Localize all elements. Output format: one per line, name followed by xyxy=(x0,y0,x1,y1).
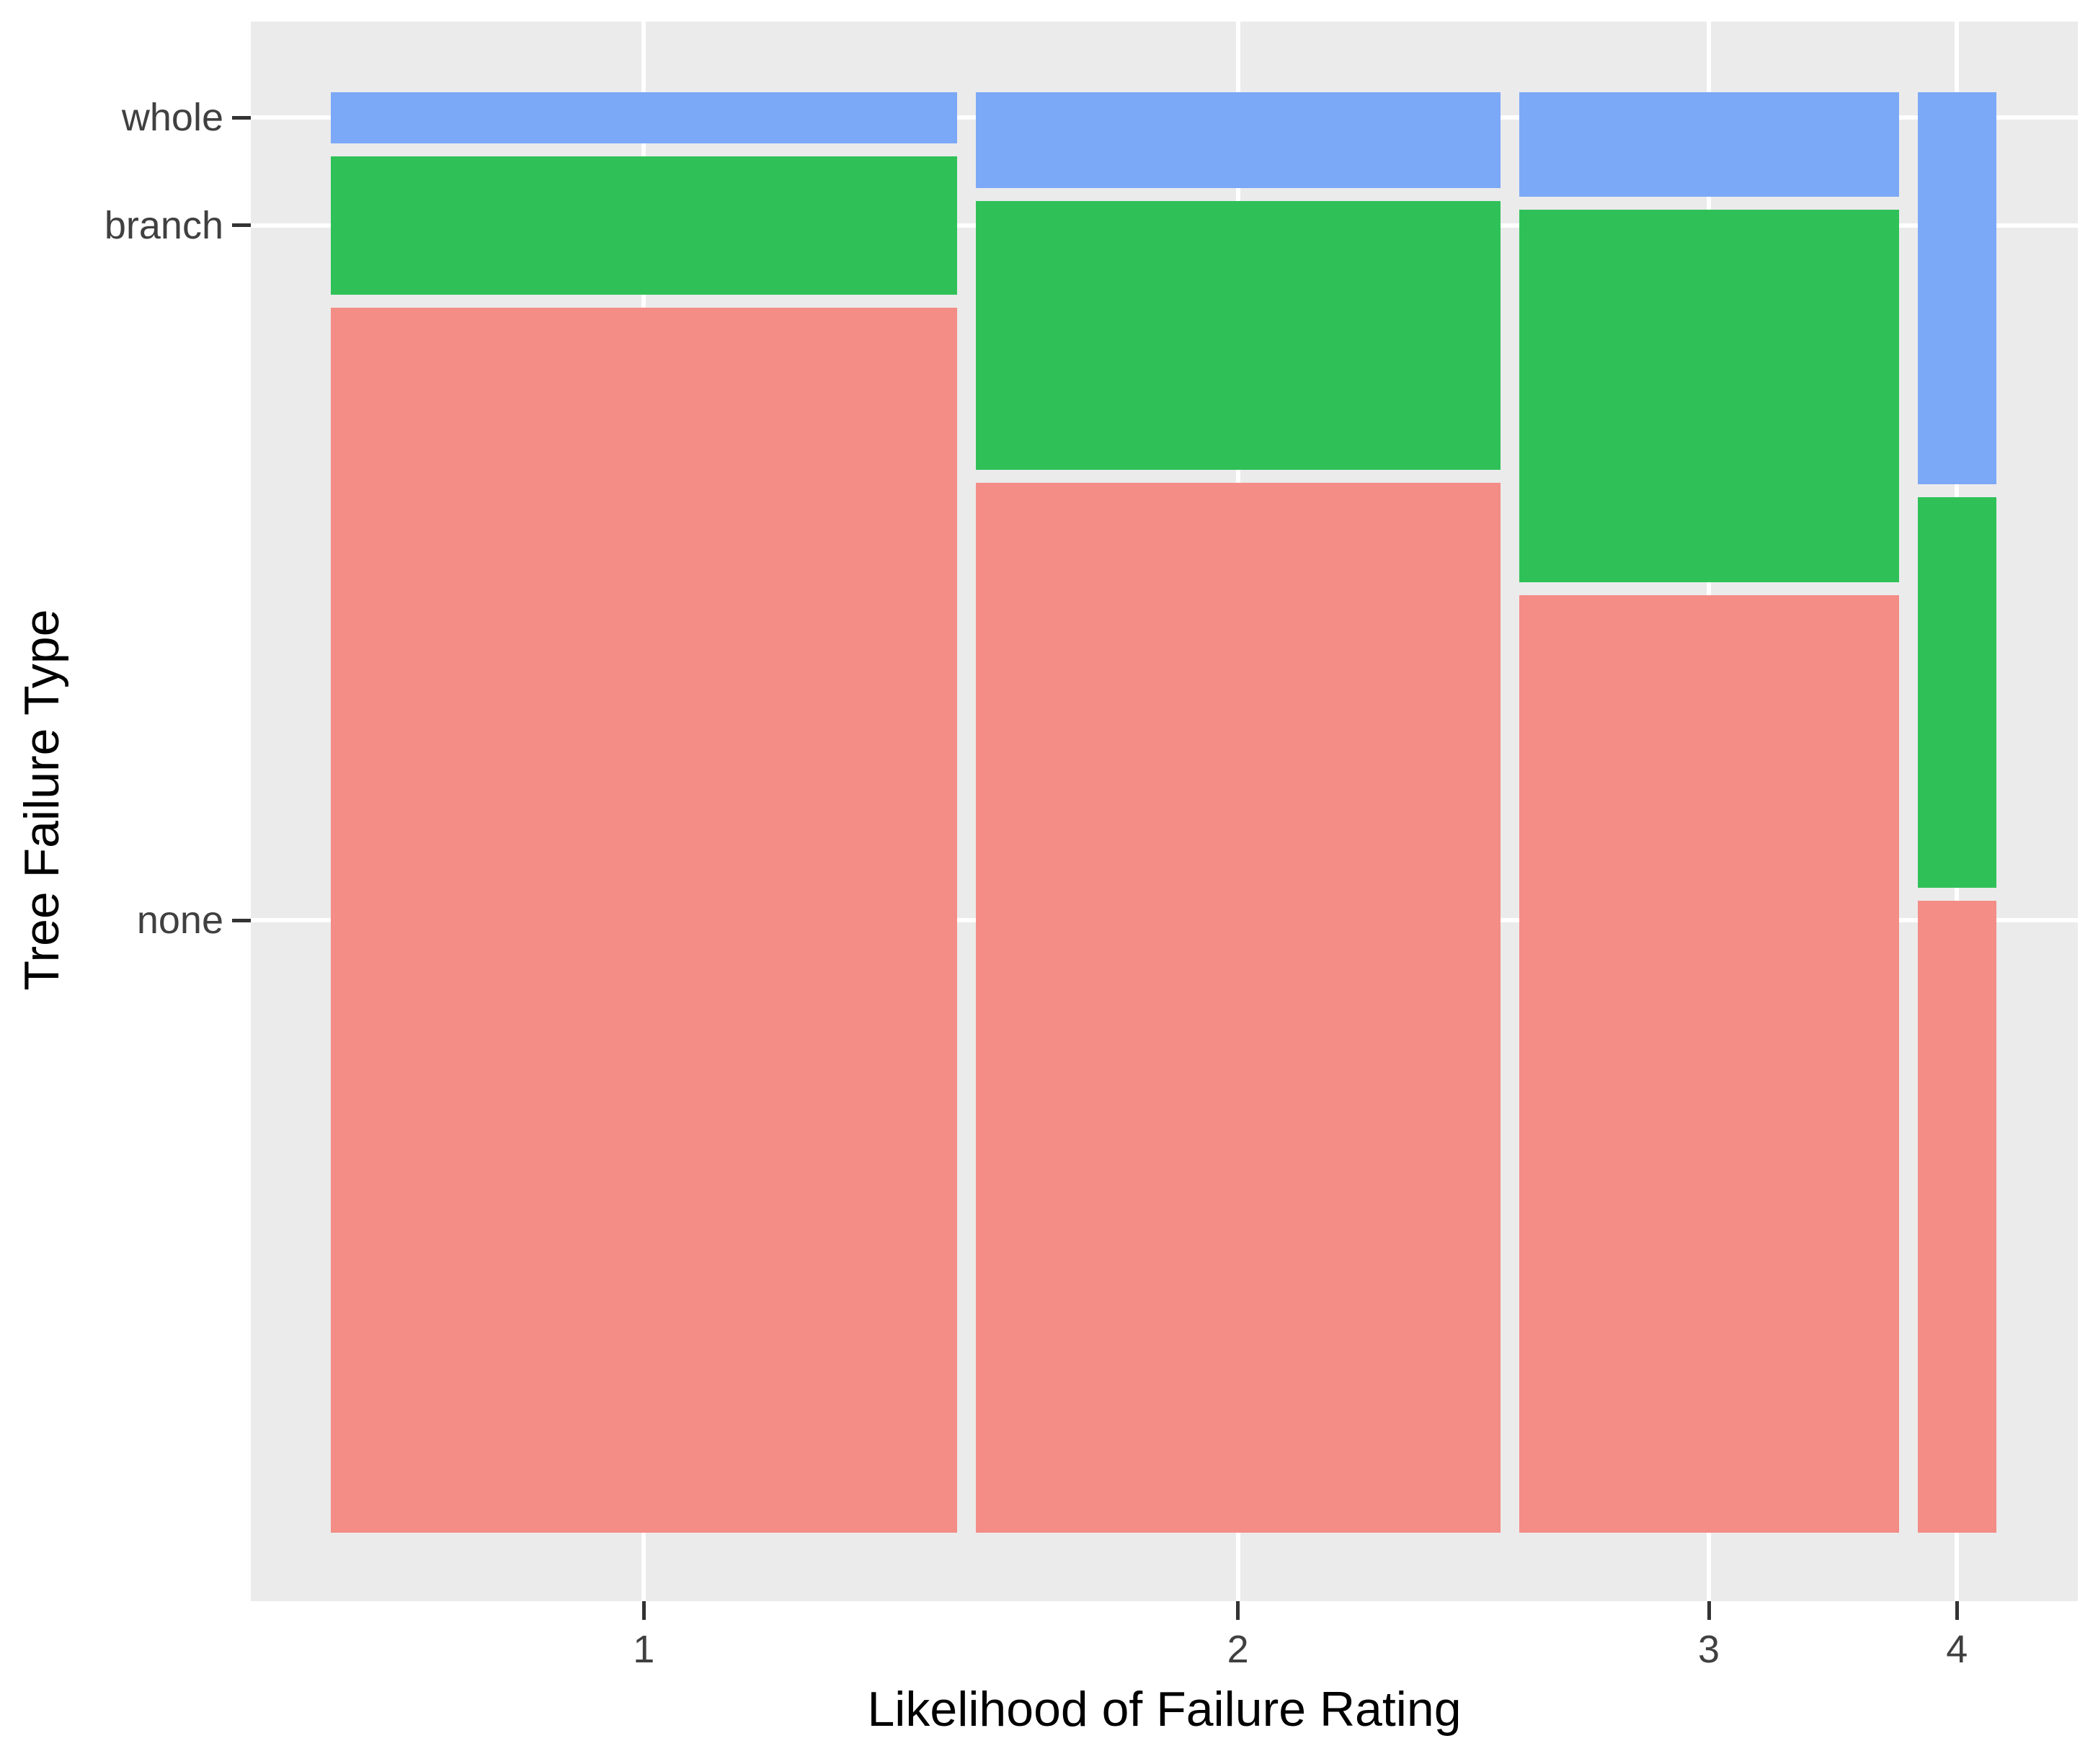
y-tick-label-whole: whole xyxy=(121,96,223,140)
x-axis-title: Likelihood of Failure Rating xyxy=(867,1682,1462,1737)
x-tick-mark-4 xyxy=(1955,1601,1959,1620)
mosaic-tile-rating4-branch xyxy=(1917,496,1996,888)
mosaic-tile-rating1-whole xyxy=(331,92,957,143)
y-tick-mark-branch xyxy=(232,223,251,228)
y-tick-mark-none xyxy=(232,918,251,922)
x-tick-label-1: 1 xyxy=(633,1628,655,1671)
x-tick-mark-1 xyxy=(641,1601,646,1620)
x-tick-mark-3 xyxy=(1707,1601,1711,1620)
mosaic-tile-rating4-whole xyxy=(1917,92,1996,484)
plot-panel xyxy=(251,22,2078,1601)
mosaic-tile-rating1-none xyxy=(331,308,957,1533)
mosaic-tile-rating3-branch xyxy=(1519,210,1899,582)
y-tick-mark-whole xyxy=(232,115,251,120)
y-tick-label-branch: branch xyxy=(104,203,223,247)
mosaic-tile-rating4-none xyxy=(1917,900,1996,1533)
mosaic-tile-rating3-whole xyxy=(1519,92,1899,197)
x-tick-label-3: 3 xyxy=(1698,1628,1720,1671)
mosaic-tile-rating2-none xyxy=(975,483,1501,1533)
mosaic-tile-rating2-whole xyxy=(975,92,1501,189)
y-tick-label-none: none xyxy=(136,899,223,943)
mosaic-tile-rating3-none xyxy=(1519,594,1899,1533)
mosaic-tile-rating2-branch xyxy=(975,201,1501,471)
y-axis-title: Tree Failure Type xyxy=(14,609,69,991)
x-tick-label-2: 2 xyxy=(1227,1628,1249,1671)
x-tick-label-4: 4 xyxy=(1946,1628,1968,1671)
mosaic-tile-rating1-branch xyxy=(331,156,957,295)
x-tick-mark-2 xyxy=(1236,1601,1240,1620)
